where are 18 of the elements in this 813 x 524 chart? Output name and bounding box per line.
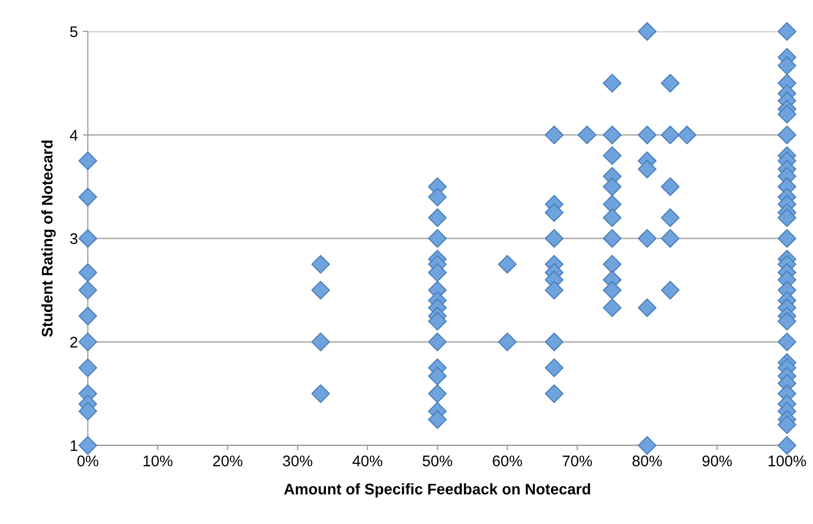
x-tick-label: 30% <box>282 456 312 466</box>
x-tick-label: 80% <box>632 456 662 466</box>
y-tick-label: 2 <box>70 336 78 348</box>
x-tick-label: 0% <box>77 456 98 466</box>
y-tick-label: 3 <box>70 233 78 244</box>
y-tick-label: 4 <box>70 130 78 140</box>
x-tick-label: 50% <box>422 456 452 466</box>
x-tick-label: 20% <box>213 456 242 466</box>
x-tick-label: 40% <box>352 456 382 466</box>
y-tick-label: 1 <box>70 440 78 451</box>
x-tick-label: 70% <box>562 456 592 466</box>
x-tick-label: 60% <box>492 456 522 466</box>
x-axis-title: Amount of Specific Feedback on Notecard <box>284 483 590 498</box>
x-tick-label: 100% <box>768 456 806 466</box>
y-axis-title: Student Rating of Notecard <box>41 140 56 337</box>
x-tick-label: 90% <box>702 456 732 466</box>
x-tick-label: 10% <box>144 456 172 466</box>
y-tick-label: 5 <box>70 26 78 38</box>
